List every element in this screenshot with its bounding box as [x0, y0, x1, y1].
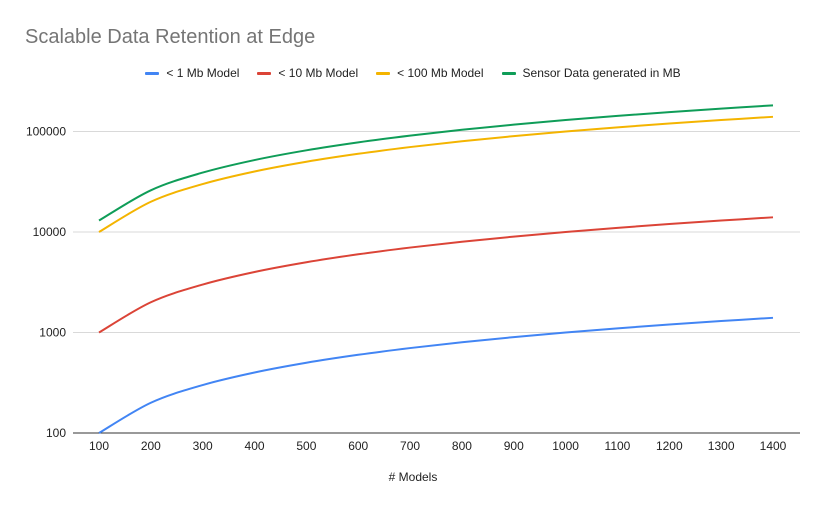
legend-swatch-1mb	[145, 71, 160, 75]
x-tick-label: 1400	[760, 439, 787, 453]
legend-swatch-10mb	[257, 71, 272, 75]
legend-item-10mb[interactable]: < 10 Mb Model	[257, 66, 358, 80]
legend-swatch-100mb	[376, 71, 391, 75]
x-tick-label: 600	[348, 439, 368, 453]
x-tick-label: 100	[89, 439, 109, 453]
legend-label-100mb: < 100 Mb Model	[397, 66, 484, 80]
x-tick-label: 1000	[552, 439, 579, 453]
legend-item-100mb[interactable]: < 100 Mb Model	[376, 66, 484, 80]
legend-item-sensor[interactable]: Sensor Data generated in MB	[501, 66, 681, 80]
series-line-2[interactable]	[98, 115, 774, 233]
y-tick-label: 1000	[39, 326, 66, 340]
x-tick-label: 700	[400, 439, 420, 453]
x-tick-label: 200	[141, 439, 161, 453]
series-lines	[98, 104, 774, 434]
series-line-3[interactable]	[98, 104, 774, 222]
x-tick-label: 1200	[656, 439, 683, 453]
legend-swatch-sensor	[501, 71, 516, 75]
x-tick-label: 400	[245, 439, 265, 453]
grid-lines	[73, 131, 800, 434]
x-axis-ticks: 100 200 300 400 500 600 700 800 900 1000 1100 1200 1…	[89, 439, 787, 453]
legend: < 1 Mb Model < 10 Mb Model < 100 Mb Mode…	[0, 66, 826, 80]
y-tick-label: 100	[46, 426, 66, 440]
y-tick-label: 100000	[26, 125, 66, 139]
x-tick-label: 500	[296, 439, 316, 453]
legend-label-sensor: Sensor Data generated in MB	[522, 66, 681, 80]
x-tick-label: 1100	[605, 439, 631, 453]
x-axis-label: # Models	[388, 470, 438, 484]
x-tick-label: 300	[193, 439, 213, 453]
x-tick-label: 900	[504, 439, 524, 453]
legend-item-1mb[interactable]: < 1 Mb Model	[145, 66, 239, 80]
series-line-1[interactable]	[98, 216, 774, 334]
y-axis-ticks: 100 1000 10000 100000	[26, 125, 66, 441]
x-tick-label: 800	[452, 439, 472, 453]
x-tick-label: 1300	[708, 439, 735, 453]
legend-label-1mb: < 1 Mb Model	[166, 66, 240, 80]
chart-title: Scalable Data Retention at Edge	[25, 26, 316, 48]
series-line-0[interactable]	[98, 316, 774, 434]
legend-label-10mb: < 10 Mb Model	[278, 66, 359, 80]
y-tick-label: 10000	[33, 225, 67, 239]
